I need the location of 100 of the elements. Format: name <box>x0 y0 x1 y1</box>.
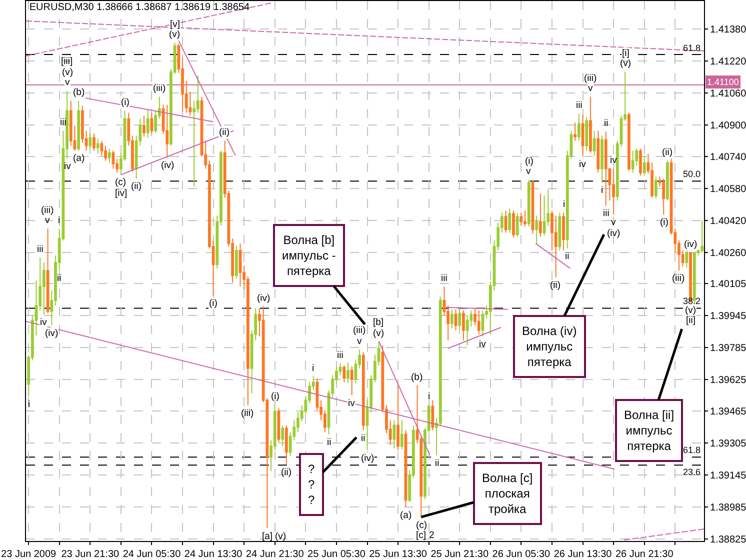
annotation: (iv) <box>161 160 174 171</box>
candlestick <box>666 160 669 202</box>
y-tick-label: 1.39945 <box>710 310 746 322</box>
annotation: i <box>312 363 314 374</box>
annotation: (b) <box>73 87 85 98</box>
annotation: [c] <box>416 530 426 541</box>
y-tick-label: 1.41380 <box>710 24 746 36</box>
annotation: (v) <box>62 67 74 78</box>
annotation: (a) <box>73 153 85 164</box>
annotation: (v) <box>169 29 180 40</box>
candlestick <box>596 130 600 174</box>
candlestick <box>281 424 284 447</box>
annotation: 2 <box>429 530 434 541</box>
candlestick <box>604 131 608 206</box>
candlestick <box>362 352 365 431</box>
x-tick-label: 25 Jun 05:30 <box>308 549 366 560</box>
annotation: (i) <box>209 298 218 309</box>
annotation: ii <box>604 118 608 129</box>
annotation: (i) <box>660 217 668 228</box>
candlestick <box>581 114 584 158</box>
x-tick-label: 23 Jun 2009 <box>1 549 57 560</box>
candlestick <box>166 104 169 158</box>
y-tick-label: 1.39465 <box>710 406 746 418</box>
annotation: (iii) <box>241 408 254 419</box>
annotation: iv <box>64 161 72 172</box>
annotation: i <box>563 199 566 210</box>
x-tick-label: 26 Jun 05:30 <box>492 549 551 560</box>
candlestick <box>234 245 238 279</box>
annotation: v <box>588 83 593 94</box>
candlestick <box>520 212 523 226</box>
candlestick <box>535 215 538 244</box>
candlestick <box>524 210 526 228</box>
candlestick <box>574 122 577 142</box>
candlestick <box>142 115 146 138</box>
candlestick <box>342 364 346 383</box>
annotation: (iii) <box>41 205 54 216</box>
annotation: 50.0 <box>683 169 701 179</box>
candlestick <box>504 210 508 234</box>
annotation: (iv) <box>257 293 270 304</box>
y-tick-label: 1.40900 <box>710 120 746 132</box>
candlestick <box>238 243 242 287</box>
candlestick <box>454 308 458 331</box>
annotation: (iii) <box>584 73 597 84</box>
candlestick <box>577 113 580 142</box>
candlestick <box>512 210 515 238</box>
annotation: (i) <box>271 391 280 402</box>
candlestick <box>585 116 588 152</box>
candlestick <box>612 168 615 216</box>
annotation: iii <box>441 273 448 284</box>
y-tick-label: 1.39305 <box>710 438 746 450</box>
y-tick-label: 1.40580 <box>710 184 746 196</box>
y-tick-label: 1.38985 <box>710 502 746 514</box>
annotation: Волна [c] плоская тройка <box>482 471 533 516</box>
annotation: v <box>65 77 70 88</box>
x-tick-label: 25 Jun 13:30 <box>369 549 428 560</box>
candlestick <box>450 308 454 329</box>
candlestick <box>96 138 100 154</box>
annotation: (v) <box>685 305 696 316</box>
candlestick <box>639 148 642 176</box>
candlestick <box>481 310 484 337</box>
annotation: i <box>428 391 430 402</box>
candlestick <box>562 212 565 252</box>
annotation: (iii) <box>153 83 166 94</box>
ref-line-label: 1.41100 <box>707 77 739 87</box>
candlestick <box>284 424 288 465</box>
annotation: Волна [b] импульс - пятерка <box>282 233 336 278</box>
candlestick <box>589 96 592 154</box>
annotation: (v) <box>275 531 286 542</box>
annotation: i <box>58 215 60 226</box>
candlestick <box>508 208 512 234</box>
annotation: (iv) <box>45 328 58 339</box>
annotation: (v) <box>373 328 384 339</box>
y-tick-label: 1.40740 <box>710 152 746 164</box>
annotation: ii <box>327 437 332 448</box>
candlestick <box>100 140 104 156</box>
x-tick-label: 26 Jun 13:30 <box>554 549 612 560</box>
annotation: (ii) <box>219 127 230 138</box>
y-tick-label: 1.39785 <box>710 342 746 354</box>
candlestick <box>396 384 400 451</box>
annotation: [iv] <box>115 188 128 199</box>
x-tick-label: 23 Jun 21:30 <box>61 549 120 560</box>
candlestick <box>477 310 480 335</box>
candlestick <box>685 250 688 268</box>
annotation: [b] <box>373 317 384 328</box>
x-tick-label: 24 Jun 05:30 <box>122 549 182 560</box>
annotation: ii <box>435 458 440 469</box>
candlestick <box>700 220 704 254</box>
candlestick <box>92 133 96 152</box>
candlestick <box>654 176 658 200</box>
annotation: iv <box>479 339 486 350</box>
x-tick-label: 24 Jun 13:30 <box>184 549 243 560</box>
candlestick <box>146 109 150 138</box>
candlestick <box>458 308 462 330</box>
candlestick <box>662 178 666 216</box>
x-tick-label: 25 Jun 21:30 <box>430 549 489 560</box>
candlestick <box>392 420 396 449</box>
annotation: (c) <box>115 177 126 188</box>
annotation: (c) <box>416 520 428 531</box>
candlestick <box>69 100 72 146</box>
annotation: (i) <box>525 156 534 167</box>
